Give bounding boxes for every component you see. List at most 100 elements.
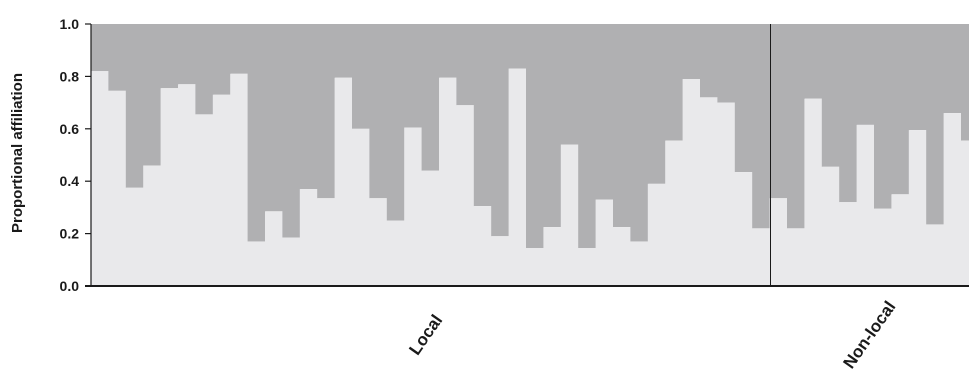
- bar-upper-segment: [265, 24, 283, 212]
- bar-lower-segment: [613, 227, 631, 286]
- bar-lower-segment: [317, 198, 336, 286]
- bar-lower-segment: [421, 170, 440, 286]
- bar-upper-segment: [91, 24, 109, 72]
- bar-upper-segment: [334, 24, 353, 78]
- bar-lower-segment: [891, 194, 910, 286]
- bar-upper-segment: [682, 24, 701, 80]
- bar-upper-segment: [439, 24, 457, 78]
- bar-lower-segment: [578, 248, 597, 286]
- bar-upper-segment: [282, 24, 301, 238]
- bar-upper-segment: [352, 24, 370, 129]
- bar-lower-segment: [804, 98, 823, 286]
- bar-lower-segment: [839, 202, 858, 286]
- bar-lower-segment: [961, 140, 969, 286]
- group-label: Local: [405, 311, 446, 358]
- y-tick-label: 0.2: [60, 226, 80, 242]
- bar-upper-segment: [386, 24, 405, 221]
- bar-upper-segment: [456, 24, 475, 106]
- bar-upper-segment: [961, 24, 969, 141]
- bar-lower-segment: [874, 208, 892, 286]
- bar-lower-segment: [769, 198, 788, 286]
- bar-lower-segment: [456, 105, 475, 286]
- plot-area: [91, 24, 969, 287]
- bar-upper-segment: [178, 24, 196, 85]
- bar-upper-segment: [247, 24, 266, 242]
- bar-upper-segment: [821, 24, 840, 167]
- bar-upper-segment: [804, 24, 823, 99]
- bar-upper-segment: [230, 24, 249, 74]
- bar-lower-segment: [178, 84, 196, 286]
- bar-upper-segment: [769, 24, 788, 199]
- bar-lower-segment: [908, 130, 927, 286]
- bar-upper-segment: [473, 24, 492, 207]
- bar-upper-segment: [839, 24, 858, 203]
- bar-lower-segment: [143, 165, 162, 286]
- bar-upper-segment: [665, 24, 684, 141]
- bar-lower-segment: [595, 199, 614, 286]
- bar-lower-segment: [334, 77, 353, 287]
- bar-upper-segment: [752, 24, 771, 229]
- bar-lower-segment: [787, 228, 805, 286]
- bar-upper-segment: [560, 24, 579, 145]
- bar-lower-segment: [752, 228, 771, 286]
- bar-lower-segment: [91, 71, 109, 286]
- bar-lower-segment: [543, 227, 562, 286]
- bar-upper-segment: [595, 24, 614, 200]
- y-tick-label: 1.0: [60, 16, 80, 32]
- bar-upper-segment: [543, 24, 562, 228]
- bar-upper-segment: [647, 24, 666, 184]
- bar-upper-segment: [195, 24, 214, 115]
- y-tick-label: 0.0: [60, 278, 80, 294]
- bar-lower-segment: [230, 73, 249, 286]
- bar-upper-segment: [125, 24, 144, 188]
- bar-lower-segment: [508, 68, 527, 286]
- bar-upper-segment: [613, 24, 631, 228]
- bar-lower-segment: [856, 124, 875, 287]
- y-tick-label: 0.6: [60, 121, 80, 137]
- bar-lower-segment: [125, 187, 144, 286]
- bar-lower-segment: [195, 114, 214, 286]
- bar-lower-segment: [560, 144, 579, 286]
- bar-upper-segment: [212, 24, 231, 95]
- bar-lower-segment: [160, 88, 179, 286]
- bar-lower-segment: [526, 248, 544, 286]
- bar-upper-segment: [404, 24, 423, 128]
- bar-upper-segment: [143, 24, 162, 166]
- bar-upper-segment: [317, 24, 336, 199]
- bar-upper-segment: [299, 24, 318, 190]
- bar-upper-segment: [856, 24, 875, 125]
- bar-lower-segment: [212, 94, 231, 287]
- y-axis-label: Proportional affiliation: [9, 73, 26, 233]
- bar-upper-segment: [108, 24, 127, 91]
- bar-lower-segment: [734, 172, 753, 286]
- bar-lower-segment: [717, 102, 736, 286]
- bar-lower-segment: [700, 97, 718, 286]
- bar-lower-segment: [439, 77, 457, 287]
- bar-lower-segment: [682, 79, 701, 287]
- bar-lower-segment: [647, 183, 666, 286]
- group-label: Non-local: [840, 298, 900, 372]
- y-tick-label: 0.4: [60, 173, 80, 189]
- bar-upper-segment: [908, 24, 927, 131]
- bar-upper-segment: [526, 24, 544, 249]
- bar-upper-segment: [160, 24, 179, 89]
- bar-lower-segment: [665, 140, 684, 286]
- bar-lower-segment: [265, 211, 283, 286]
- bar-upper-segment: [891, 24, 910, 195]
- bar-lower-segment: [282, 237, 301, 286]
- bar-lower-segment: [491, 236, 510, 286]
- bar-lower-segment: [108, 90, 127, 286]
- bar-upper-segment: [926, 24, 945, 225]
- bar-lower-segment: [369, 198, 388, 286]
- bar-upper-segment: [717, 24, 736, 103]
- bar-lower-segment: [943, 113, 962, 286]
- bar-upper-segment: [630, 24, 649, 242]
- bar-lower-segment: [299, 189, 318, 286]
- bar-lower-segment: [352, 128, 370, 286]
- bar-lower-segment: [247, 241, 266, 286]
- bar-upper-segment: [508, 24, 527, 69]
- bar-upper-segment: [421, 24, 440, 171]
- bar-lower-segment: [404, 127, 423, 287]
- bar-upper-segment: [700, 24, 718, 98]
